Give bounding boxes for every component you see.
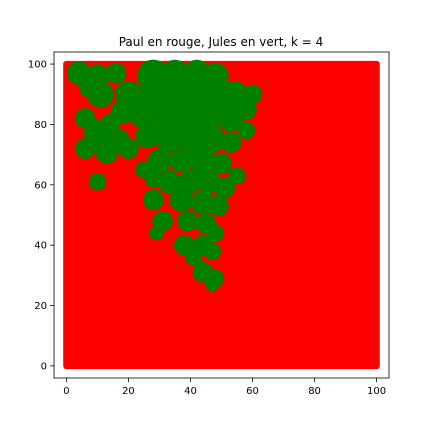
x-tick-label: 60 <box>246 386 259 397</box>
green-point-cluster <box>147 148 172 173</box>
y-tick-label: 100 <box>28 60 47 71</box>
green-point-cluster <box>118 138 139 159</box>
green-point-cluster <box>88 173 107 191</box>
x-tick-label: 40 <box>184 386 197 397</box>
x-tick-label: 20 <box>122 386 135 397</box>
green-point-cluster <box>135 124 159 149</box>
y-tick-label: 40 <box>34 241 47 252</box>
green-point-cluster <box>204 277 220 292</box>
x-tick-label: 0 <box>63 386 69 397</box>
green-point-cluster <box>189 147 217 175</box>
green-point-cluster <box>128 103 153 128</box>
green-point-cluster <box>208 195 229 217</box>
green-point-cluster <box>66 61 91 85</box>
green-point-cluster <box>242 84 263 104</box>
green-point-cluster <box>169 188 194 212</box>
green-point-cluster <box>99 114 121 135</box>
x-tick-label: 100 <box>367 386 386 397</box>
green-point-cluster <box>203 242 221 260</box>
green-point-cluster <box>191 103 221 134</box>
y-tick-label: 80 <box>34 120 47 131</box>
green-point-cluster <box>217 105 245 132</box>
green-point-cluster <box>228 167 246 185</box>
plot-frame <box>53 51 390 379</box>
green-point-cluster <box>156 169 181 194</box>
x-axis: 0 20 40 60 80 100 <box>63 378 386 397</box>
green-point-cluster <box>149 225 164 241</box>
plot-area <box>63 59 380 370</box>
y-tick-label: 60 <box>34 180 47 191</box>
green-point-cluster <box>198 126 226 153</box>
green-point-cluster <box>220 132 242 153</box>
green-point-cluster <box>177 126 204 153</box>
x-tick-label: 80 <box>308 386 321 397</box>
green-point-cluster <box>79 79 97 97</box>
y-tick-label: 0 <box>41 361 47 372</box>
green-point-cluster <box>169 148 194 173</box>
green-point-cluster <box>74 138 96 159</box>
green-point-cluster <box>178 169 203 194</box>
green-point-cluster <box>184 248 203 267</box>
green-point-cluster <box>237 121 256 140</box>
green-point-cluster <box>105 62 127 84</box>
green-point-cluster <box>211 153 232 174</box>
green-point-cluster <box>206 224 225 242</box>
green-point-cluster <box>169 103 200 134</box>
y-axis: 0 20 40 60 80 100 <box>28 60 54 372</box>
green-point-cluster <box>142 189 164 211</box>
y-tick-label: 20 <box>34 301 47 312</box>
green-point-cluster <box>147 103 178 134</box>
green-point-cluster <box>177 210 198 232</box>
green-point-cluster <box>214 177 235 199</box>
chart-title: Paul en rouge, Jules en vert, k = 4 <box>119 35 324 49</box>
green-point-cluster <box>155 126 183 153</box>
